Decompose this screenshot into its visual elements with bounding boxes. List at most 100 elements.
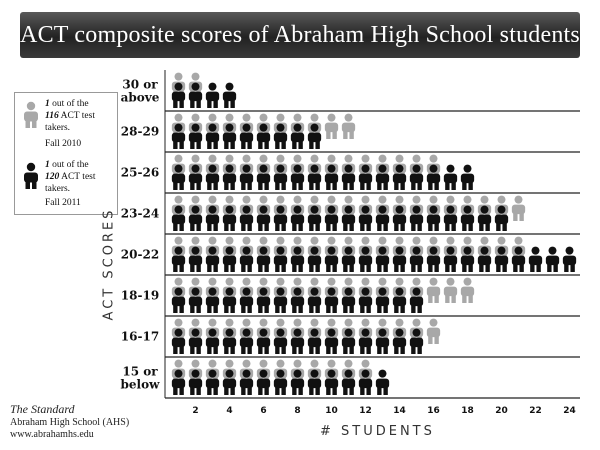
- person-icon-fall-2011: [375, 246, 390, 272]
- person-head: [497, 246, 506, 255]
- person-icon-fall-2011: [324, 164, 339, 190]
- person-icon-fall-2011: [358, 164, 373, 190]
- person-head: [446, 195, 455, 204]
- person-icon-fall-2011: [443, 246, 458, 272]
- person-head: [429, 236, 438, 245]
- person-head: [378, 369, 387, 378]
- person-icon-fall-2011: [392, 328, 407, 354]
- person-head: [191, 164, 200, 173]
- person-head: [225, 328, 234, 337]
- person-head: [344, 154, 353, 163]
- person-icon-fall-2011: [341, 287, 356, 313]
- person-head: [259, 287, 268, 296]
- person-leg: [462, 180, 467, 190]
- person-head: [531, 246, 540, 255]
- person-head: [344, 369, 353, 378]
- person-head: [191, 72, 200, 81]
- person-head: [395, 154, 404, 163]
- person-leg: [224, 303, 229, 313]
- person-icon-fall-2011: [222, 82, 237, 108]
- person-head: [242, 277, 251, 286]
- person-icon-fall-2011: [290, 246, 305, 272]
- person-leg: [292, 303, 297, 313]
- person-leg: [547, 262, 552, 272]
- person-leg: [445, 180, 450, 190]
- person-leg: [394, 180, 399, 190]
- person-icon-fall-2010: [460, 277, 475, 303]
- person-leg: [275, 139, 280, 149]
- person-leg: [292, 221, 297, 231]
- person-leg: [281, 262, 286, 272]
- person-icon-fall-2011: [171, 328, 186, 354]
- person-leg: [258, 262, 263, 272]
- person-leg: [343, 129, 348, 139]
- person-leg: [224, 139, 229, 149]
- person-icon-fall-2011: [256, 123, 271, 149]
- person-leg: [196, 344, 201, 354]
- x-tick-label: 8: [294, 406, 300, 416]
- person-head: [293, 287, 302, 296]
- person-leg: [451, 180, 456, 190]
- person-head: [378, 318, 387, 327]
- legend-text: 1 out of the 120 ACT test takers.: [45, 159, 113, 195]
- person-icon-fall-2011: [256, 205, 271, 231]
- person-icon-fall-2011: [426, 205, 441, 231]
- person-head: [276, 123, 285, 132]
- person-head: [276, 369, 285, 378]
- person-leg: [213, 303, 218, 313]
- person-head: [361, 154, 370, 163]
- person-leg: [309, 303, 314, 313]
- person-head: [497, 195, 506, 204]
- school-name: Abraham High School (AHS): [10, 417, 130, 428]
- person-leg: [264, 180, 269, 190]
- person-head: [242, 164, 251, 173]
- person-leg: [173, 385, 178, 395]
- person-leg: [179, 98, 184, 108]
- person-icon-fall-2011: [307, 328, 322, 354]
- person-head: [429, 164, 438, 173]
- person-head: [412, 205, 421, 214]
- person-head: [293, 277, 302, 286]
- person-leg: [570, 262, 575, 272]
- person-leg: [247, 221, 252, 231]
- person-leg: [366, 385, 371, 395]
- person-leg: [224, 344, 229, 354]
- person-head: [378, 164, 387, 173]
- person-leg: [213, 221, 218, 231]
- person-leg: [400, 180, 405, 190]
- person-leg: [190, 180, 195, 190]
- person-head: [412, 195, 421, 204]
- category-label-line: 15 or: [122, 365, 158, 379]
- person-leg: [349, 385, 354, 395]
- person-head: [310, 246, 319, 255]
- person-leg: [241, 221, 246, 231]
- person-leg: [207, 221, 212, 231]
- person-head: [412, 318, 421, 327]
- person-leg: [400, 344, 405, 354]
- person-leg: [213, 139, 218, 149]
- person-icon-fall-2011: [273, 287, 288, 313]
- person-leg: [196, 180, 201, 190]
- x-tick-label: 14: [393, 406, 406, 416]
- person-icon-fall-2011: [341, 205, 356, 231]
- person-leg: [326, 221, 331, 231]
- person-leg: [451, 293, 456, 303]
- legend-line: out of the: [49, 99, 89, 109]
- person-icon-fall-2011: [290, 369, 305, 395]
- person-head: [310, 205, 319, 214]
- person-icon-fall-2011: [290, 287, 305, 313]
- person-leg: [173, 98, 178, 108]
- footer: The Standard Abraham High School (AHS) w…: [10, 402, 129, 441]
- person-head: [395, 246, 404, 255]
- person-icon-fall-2011: [171, 369, 186, 395]
- person-head: [293, 205, 302, 214]
- category-label-line: 30 or: [122, 78, 158, 92]
- person-head: [225, 123, 234, 132]
- person-icon-fall-2011: [324, 369, 339, 395]
- person-head: [361, 287, 370, 296]
- person-leg: [315, 303, 320, 313]
- person-head: [276, 205, 285, 214]
- person-head: [174, 369, 183, 378]
- person-icon-fall-2011: [239, 287, 254, 313]
- person-head: [191, 236, 200, 245]
